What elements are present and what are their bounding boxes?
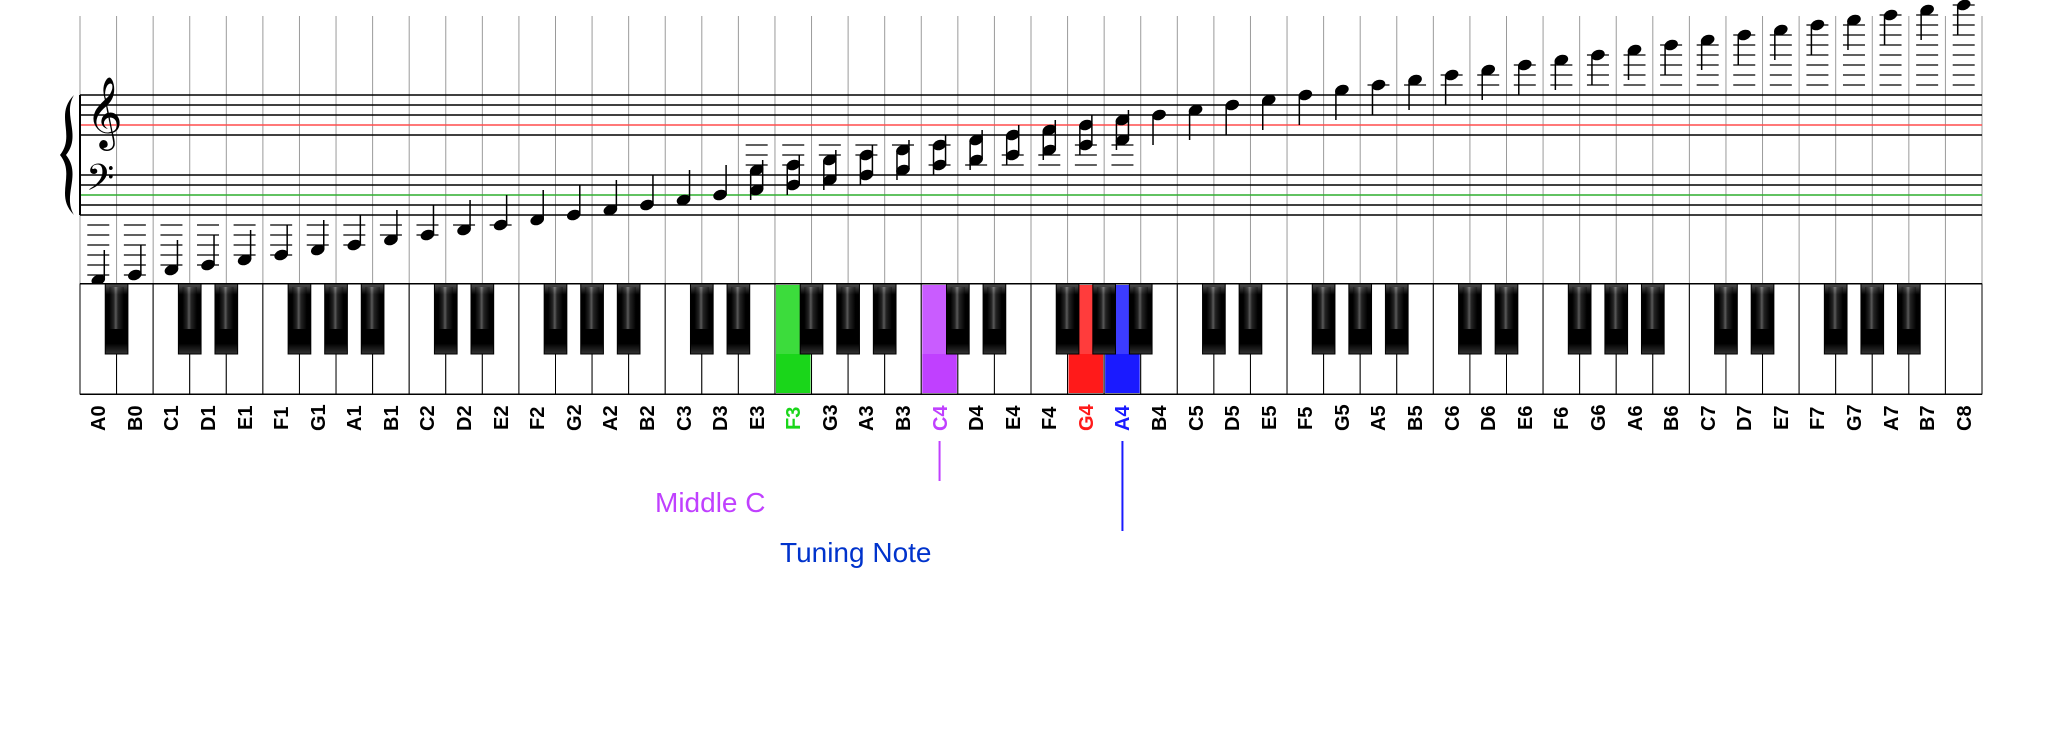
callout-label-middle-c: Middle C [655,487,765,519]
note-label: B7 [1917,397,1937,439]
black-key-shine [1719,287,1734,329]
note-label: B1 [381,397,401,439]
note-label: G4 [1076,397,1096,439]
black-key-shine [548,287,563,329]
note-label: E6 [1515,397,1535,439]
black-key-shine [109,287,124,329]
note-label: E7 [1771,397,1791,439]
white-key-highlight [776,354,811,393]
note-label: B2 [637,397,657,439]
note-label: G3 [820,397,840,439]
black-key-shine [1499,287,1514,329]
black-key-shine [1390,287,1405,329]
black-key-shine [951,287,966,329]
black-key-shine [804,287,819,329]
note-label: C4 [930,397,950,439]
black-key-shine [1865,287,1880,329]
note-label: C7 [1698,397,1718,439]
note-label: F4 [1039,397,1059,439]
black-key-shine [1572,287,1587,329]
note-label: F6 [1551,397,1571,439]
black-key-shine [841,287,856,329]
note-label: G7 [1844,397,1864,439]
black-key-shine [585,287,600,329]
note-label: A4 [1112,397,1132,439]
black-key-shine [1316,287,1331,329]
note-label: A1 [344,397,364,439]
note-label: A7 [1881,397,1901,439]
note-label: A6 [1625,397,1645,439]
treble-clef-icon: 𝄞 [86,77,123,151]
note-label: G1 [308,397,328,439]
note-label: C8 [1954,397,1974,439]
note-label: F3 [783,397,803,439]
white-key-highlight [1069,354,1104,393]
note-label: D2 [454,397,474,439]
note-label: E4 [1003,397,1023,439]
note-label: E5 [1259,397,1279,439]
note-label: C1 [161,397,181,439]
note-label: D4 [966,397,986,439]
note-label: C3 [674,397,694,439]
note-label: F5 [1295,397,1315,439]
note-label: F2 [527,397,547,439]
black-key-shine [695,287,710,329]
note-label: B6 [1661,397,1681,439]
note-label: C6 [1442,397,1462,439]
black-key-shine [987,287,1002,329]
note-label: D7 [1734,397,1754,439]
note-label: F7 [1807,397,1827,439]
black-key-shine [292,287,307,329]
note-label: D3 [710,397,730,439]
note-label: A3 [856,397,876,439]
note-label: A2 [600,397,620,439]
note-label: B0 [125,397,145,439]
black-key-shine [329,287,344,329]
black-key-shine [1097,287,1112,329]
note-label: D5 [1222,397,1242,439]
note-label: G5 [1332,397,1352,439]
note-label: C2 [417,397,437,439]
white-key-highlight [1105,354,1140,393]
note-label: A5 [1368,397,1388,439]
note-label: B4 [1149,397,1169,439]
black-key-shine [1133,287,1148,329]
black-key-shine [1902,287,1917,329]
note-label: B5 [1405,397,1425,439]
grand-staff-brace [60,95,74,215]
black-key-shine [1207,287,1222,329]
note-label: G6 [1588,397,1608,439]
note-label: D6 [1478,397,1498,439]
black-key-shine [182,287,197,329]
black-key-shine [1609,287,1624,329]
note-label: F1 [271,397,291,439]
black-key-shine [731,287,746,329]
black-key-shine [1646,287,1661,329]
black-key-shine [877,287,892,329]
note-label: E1 [235,397,255,439]
white-key[interactable] [1945,284,1982,394]
note-label: G2 [564,397,584,439]
black-key-shine [475,287,490,329]
note-label: E2 [491,397,511,439]
white-key-highlight [922,354,957,393]
black-key-shine [365,287,380,329]
note-label: B3 [893,397,913,439]
black-key-shine [1060,287,1075,329]
callout-label-tuning: Tuning Note [780,537,932,569]
black-key-shine [219,287,234,329]
black-key-shine [1243,287,1258,329]
black-key-shine [1463,287,1478,329]
black-key-shine [1353,287,1368,329]
note-label: C5 [1186,397,1206,439]
black-key-shine [439,287,454,329]
black-key-shine [621,287,636,329]
black-key-shine [1755,287,1770,329]
bass-clef-icon: 𝄢 [86,158,114,207]
note-label: A0 [88,397,108,439]
note-label: E3 [747,397,767,439]
black-key-shine [1828,287,1843,329]
piano-staff-diagram: 𝄞𝄢 [0,0,2048,753]
note-label: D1 [198,397,218,439]
